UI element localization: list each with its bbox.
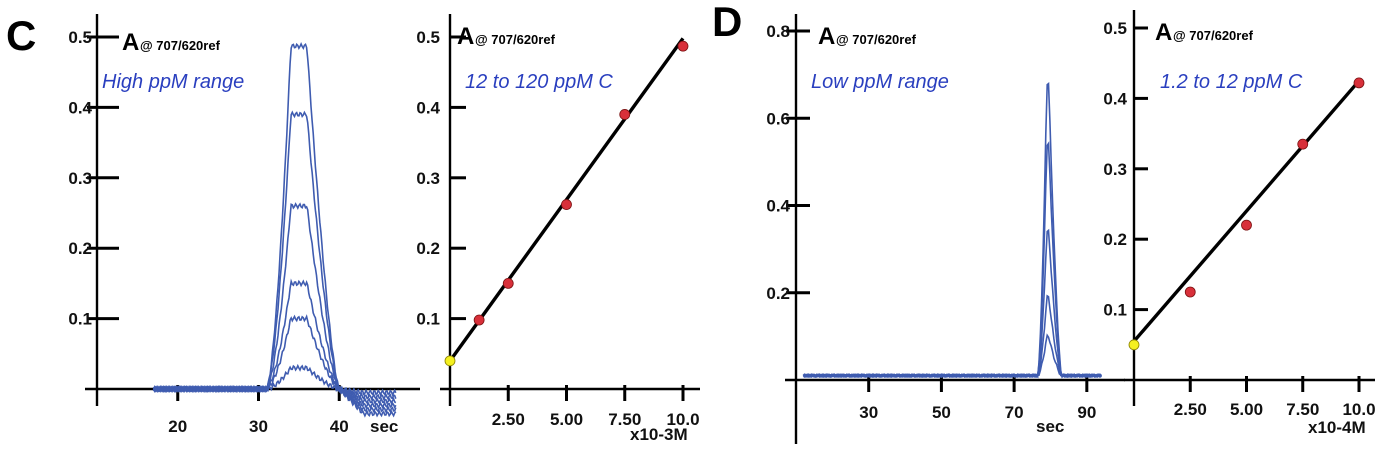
- x-tick-label: 40: [330, 417, 349, 436]
- x-tick-label: 90: [1077, 403, 1096, 422]
- panel-label-d: D: [712, 0, 742, 45]
- x-tick-label: 7.50: [1286, 400, 1319, 419]
- x-tick-label: 30: [859, 403, 878, 422]
- chart-title-main: A: [1155, 19, 1172, 46]
- trace-line: [152, 363, 397, 418]
- chart-c-traces: A @ 707/620ref High ppM range sec 0.1 0.2…: [68, 14, 420, 436]
- x-tick-label: 50: [932, 403, 951, 422]
- range-annotation: 1.2 to 12 ppM C: [1160, 71, 1303, 93]
- trace-line: [152, 202, 397, 406]
- x-axis-label: x10-4M: [1308, 418, 1366, 437]
- x-tick-label: 30: [249, 417, 268, 436]
- chart-d-traces: A @ 707/620ref Low ppM range sec 0.2 0.4 0…: [766, 14, 1125, 444]
- data-point: [502, 277, 514, 289]
- intercept-point: [1128, 339, 1140, 351]
- x-axis-label: sec: [1036, 417, 1064, 436]
- y-tick-label: 0.2: [1103, 230, 1127, 249]
- y-tick-label: 0.3: [416, 169, 440, 188]
- x-axis-label: sec: [370, 417, 398, 436]
- range-annotation: 12 to 120 ppM C: [465, 71, 613, 93]
- y-tick-label: 0.3: [1103, 160, 1127, 179]
- y-tick-label: 0.4: [766, 197, 790, 216]
- range-annotation: Low ppM range: [811, 71, 949, 93]
- chart-title-sub: @ 707/620ref: [836, 32, 917, 47]
- data-point: [473, 314, 485, 326]
- y-tick-label: 0.6: [766, 109, 790, 128]
- chart-c-calibration: A @ 707/620ref 12 to 120 ppM C x10-3M 0.…: [416, 14, 700, 444]
- data-point: [1297, 138, 1309, 150]
- data-point: [1184, 286, 1196, 298]
- x-tick-label: 7.50: [608, 410, 641, 429]
- x-tick-label: 5.00: [550, 410, 583, 429]
- y-tick-label: 0.4: [1103, 89, 1127, 108]
- chart-title-sub: @ 707/620ref: [140, 38, 221, 53]
- x-tick-label: 10.0: [666, 410, 699, 429]
- y-tick-label: 0.2: [416, 239, 440, 258]
- x-axis-label: x10-3M: [630, 425, 688, 444]
- data-point: [1353, 77, 1365, 89]
- y-tick-label: 0.4: [68, 98, 92, 117]
- x-tick-label: 2.50: [492, 410, 525, 429]
- chart-title-sub: @ 707/620ref: [475, 32, 556, 47]
- y-tick-label: 0.1: [416, 310, 440, 329]
- data-point: [619, 109, 631, 120]
- x-tick-label: 2.50: [1174, 400, 1207, 419]
- y-tick-label: 0.2: [766, 284, 790, 303]
- x-tick-label: 10.0: [1342, 400, 1375, 419]
- data-point: [561, 199, 572, 210]
- y-tick-label: 0.1: [68, 310, 92, 329]
- panel-label-c: C: [6, 12, 36, 59]
- chart-title-sub: @ 707/620ref: [1173, 28, 1254, 43]
- y-tick-label: 0.1: [1103, 301, 1127, 320]
- x-tick-label: 5.00: [1230, 400, 1263, 419]
- y-tick-label: 0.8: [766, 22, 790, 41]
- intercept-point: [444, 355, 456, 367]
- data-point: [677, 40, 689, 52]
- y-tick-label: 0.5: [68, 28, 92, 47]
- chart-d-calibration: A @ 707/620ref 1.2 to 12 ppM C x10-4M 0.…: [1103, 10, 1376, 437]
- trace-line: [803, 333, 1103, 379]
- data-point: [1241, 219, 1252, 231]
- x-tick-label: 70: [1005, 403, 1024, 422]
- range-annotation: High ppM range: [102, 71, 244, 93]
- fit-line: [1132, 79, 1361, 343]
- y-tick-label: 0.3: [68, 169, 92, 188]
- chart-title-main: A: [122, 29, 139, 56]
- x-tick-label: 20: [168, 417, 187, 436]
- y-tick-label: 0.5: [1103, 19, 1127, 38]
- y-tick-label: 0.4: [416, 98, 440, 117]
- y-tick-label: 0.5: [416, 28, 440, 47]
- y-tick-label: 0.2: [68, 239, 92, 258]
- chart-title-main: A: [818, 23, 835, 50]
